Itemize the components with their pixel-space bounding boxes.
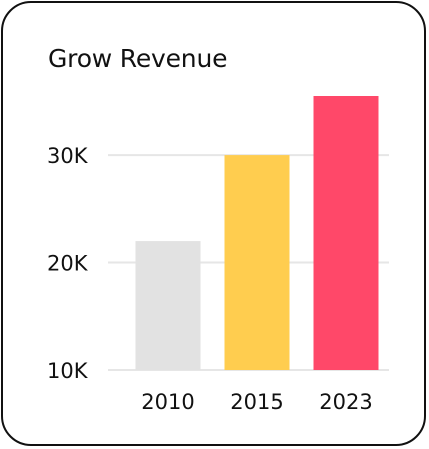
bar-2010 [135, 241, 201, 370]
bars [135, 96, 379, 370]
x-tick-label: 2015 [230, 390, 283, 414]
bar-2023 [313, 96, 379, 370]
y-tick-labels: 10K 20K 30K [47, 144, 89, 383]
bar-chart: 10K 20K 30K 2010 2015 2023 [47, 96, 389, 414]
y-tick-label: 10K [47, 359, 89, 383]
x-tick-labels: 2010 2015 2023 [141, 390, 372, 414]
y-tick-label: 30K [47, 144, 89, 168]
x-tick-label: 2023 [319, 390, 372, 414]
y-tick-label: 20K [47, 252, 89, 276]
x-tick-label: 2010 [141, 390, 194, 414]
chart-title: Grow Revenue [48, 44, 228, 73]
bar-2015 [224, 155, 290, 370]
